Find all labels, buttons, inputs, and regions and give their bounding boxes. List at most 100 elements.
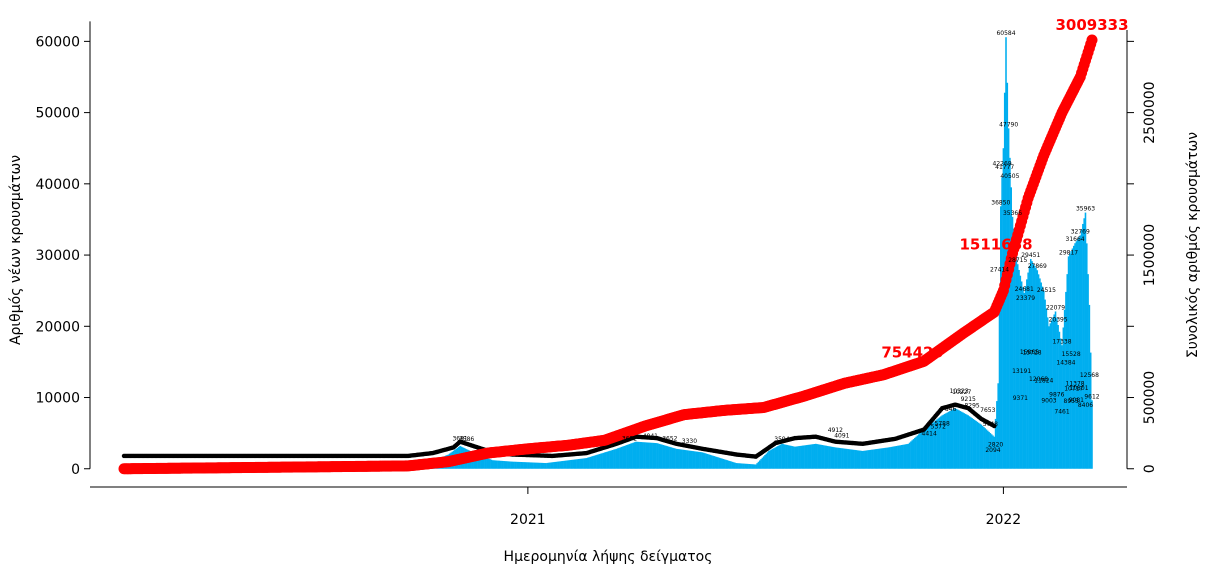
daily-case-bar xyxy=(1079,235,1082,469)
bar-value-label: 35963 xyxy=(1076,206,1095,213)
daily-case-bar xyxy=(966,414,968,469)
daily-case-bar xyxy=(723,459,726,469)
daily-case-bar xyxy=(695,451,697,469)
axes: 0 10000 20000 30000 40000 50000 60000 0 500000 15… xyxy=(35,21,1158,528)
daily-case-bar xyxy=(936,419,938,469)
daily-case-bar xyxy=(856,450,859,469)
daily-case-bar xyxy=(507,461,510,469)
daily-case-bar xyxy=(876,448,878,469)
daily-case-bar xyxy=(596,454,598,469)
daily-case-bar xyxy=(765,453,768,469)
daily-case-bar xyxy=(1045,308,1048,469)
daily-case-bar xyxy=(559,461,562,469)
daily-case-bar xyxy=(753,464,756,469)
daily-case-bar xyxy=(842,448,844,469)
daily-case-bar xyxy=(831,446,834,469)
bar-value-label: 35366 xyxy=(1003,210,1022,217)
daily-case-bar xyxy=(878,448,881,469)
daily-case-bar xyxy=(981,425,984,469)
daily-case-bar xyxy=(805,445,808,469)
daily-case-bar xyxy=(517,461,520,469)
daily-case-bar xyxy=(873,449,876,469)
daily-case-bar xyxy=(649,442,652,469)
daily-case-bar xyxy=(1061,345,1063,469)
daily-case-bar xyxy=(524,462,527,469)
daily-case-bar xyxy=(817,444,820,469)
daily-case-bar xyxy=(563,460,566,469)
daily-case-bar xyxy=(580,458,583,469)
daily-case-bar xyxy=(614,449,616,469)
daily-case-bar xyxy=(976,421,979,469)
daily-case-bar xyxy=(637,441,640,469)
daily-case-bar xyxy=(968,416,971,469)
daily-case-bar xyxy=(557,461,559,469)
daily-case-bar xyxy=(646,442,649,469)
daily-case-bar xyxy=(950,410,953,469)
daily-case-bar xyxy=(777,445,779,469)
daily-case-bar xyxy=(480,455,482,469)
daily-case-bar xyxy=(925,427,928,469)
daily-case-bar xyxy=(516,461,519,469)
moving-average-point xyxy=(992,423,997,429)
daily-case-bar xyxy=(719,458,722,469)
right-y-tick-label: 1500000 xyxy=(1142,224,1158,286)
daily-case-bar xyxy=(775,446,778,469)
daily-case-bar xyxy=(682,449,684,469)
daily-case-bar xyxy=(989,433,992,469)
daily-case-bar xyxy=(944,413,946,469)
daily-case-bar xyxy=(761,457,764,469)
daily-case-bar xyxy=(1002,148,1005,469)
daily-case-bar xyxy=(994,418,997,469)
daily-case-bar xyxy=(1084,212,1087,469)
daily-case-bar xyxy=(983,427,985,469)
daily-case-bar xyxy=(934,420,937,469)
right-y-axis-title: Συνολικός αριθμός κρουσμάτων xyxy=(1185,132,1201,358)
daily-case-bar xyxy=(787,445,790,469)
daily-case-bar xyxy=(755,464,757,469)
daily-case-bar xyxy=(626,445,628,469)
daily-case-bar xyxy=(523,462,525,469)
daily-case-bar xyxy=(504,461,507,469)
bar-value-label: 3652 xyxy=(622,436,637,443)
right-y-tick-label: 500000 xyxy=(1142,371,1158,424)
daily-case-bar xyxy=(848,449,851,469)
daily-case-bar xyxy=(985,429,988,469)
daily-case-bar xyxy=(727,460,730,469)
daily-case-bar xyxy=(809,444,812,469)
daily-case-bar xyxy=(779,444,782,469)
daily-case-bar xyxy=(564,460,567,469)
bar-value-label: 5788 xyxy=(935,421,950,428)
daily-case-bar xyxy=(1014,240,1016,469)
daily-case-bar xyxy=(598,454,601,469)
daily-case-bar xyxy=(553,462,555,469)
daily-case-bar xyxy=(579,458,581,469)
daily-case-bar xyxy=(920,431,923,469)
daily-case-bar xyxy=(679,449,682,469)
left-y-tick-label: 20000 xyxy=(35,319,80,335)
bar-value-label: 13191 xyxy=(1012,368,1031,375)
daily-case-bar xyxy=(738,463,740,469)
bar-value-label: 3594 xyxy=(774,436,789,443)
bar-value-label: 8406 xyxy=(1078,402,1093,409)
daily-case-bar xyxy=(904,444,907,469)
daily-case-bar xyxy=(752,464,755,469)
daily-case-bar xyxy=(1069,253,1071,469)
daily-case-bar xyxy=(568,460,571,469)
daily-case-bar xyxy=(1086,243,1088,469)
daily-case-bar xyxy=(894,446,897,469)
bar-value-label: 5748 xyxy=(983,421,998,428)
daily-case-bar xyxy=(545,463,547,469)
cumulative-series xyxy=(118,34,1098,475)
daily-case-bar xyxy=(907,443,910,469)
daily-case-bar xyxy=(938,417,941,469)
bar-value-label: 24515 xyxy=(1037,287,1056,294)
daily-case-bar xyxy=(946,412,949,469)
daily-case-bar xyxy=(562,460,564,469)
daily-case-bar xyxy=(592,456,594,469)
daily-case-bar xyxy=(1089,352,1092,469)
cumulative-callouts: 754429 1511688 3009333 xyxy=(881,16,1128,361)
daily-case-bar xyxy=(964,413,967,469)
daily-case-bar xyxy=(887,447,890,469)
daily-case-bar xyxy=(478,454,481,469)
daily-case-bar xyxy=(684,450,687,469)
